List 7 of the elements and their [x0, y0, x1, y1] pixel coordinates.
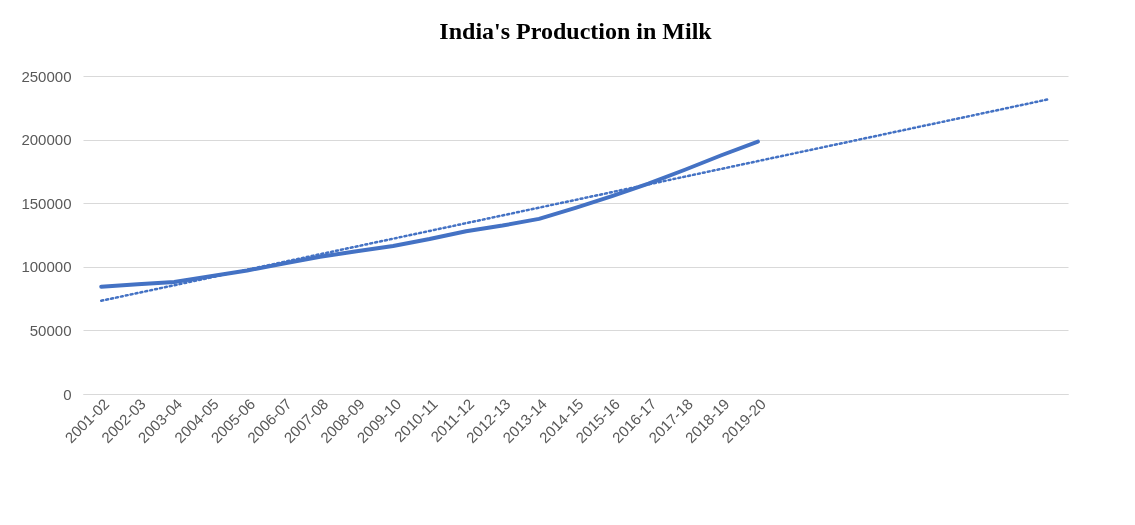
- chart-title: India's Production in Milk: [439, 18, 713, 44]
- y-tick-label: 50000: [29, 321, 72, 339]
- y-tick-label: 0: [63, 385, 72, 403]
- y-tick-label: 200000: [21, 131, 72, 149]
- y-tick-label: 100000: [21, 258, 72, 276]
- y-tick-label: 250000: [21, 67, 72, 85]
- y-tick-label: 150000: [21, 194, 72, 212]
